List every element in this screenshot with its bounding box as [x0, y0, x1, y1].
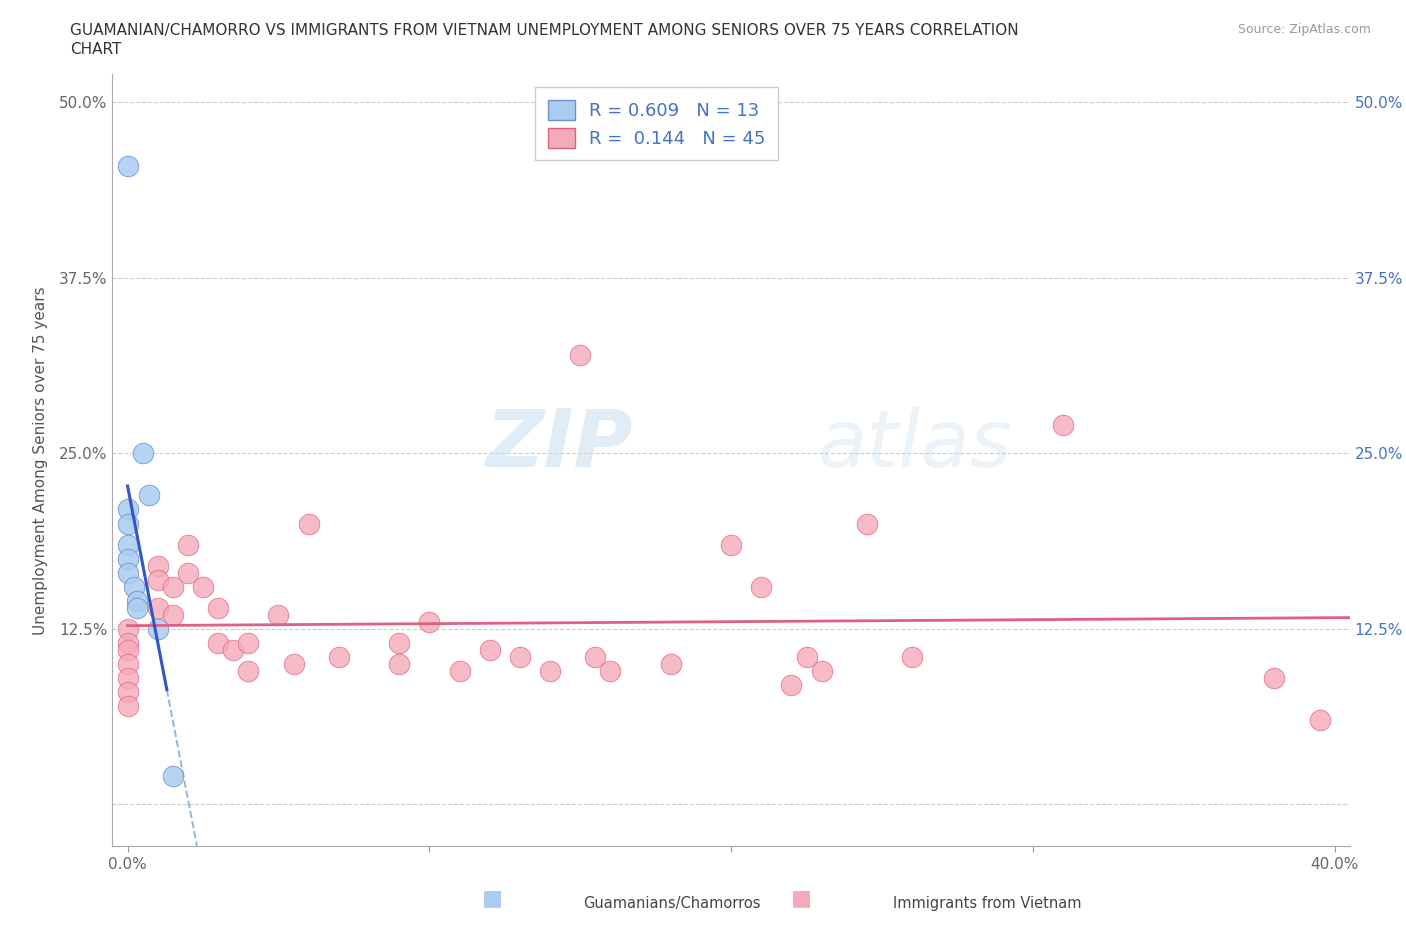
Point — [599, 663, 621, 678]
Point — [125, 600, 148, 615]
Point — [117, 551, 139, 566]
Point — [117, 698, 139, 713]
Point — [117, 657, 139, 671]
Point — [298, 516, 321, 531]
Point — [131, 445, 153, 460]
Point — [146, 621, 169, 636]
Point — [138, 488, 160, 503]
Point — [177, 538, 200, 552]
Point — [283, 657, 305, 671]
Point — [267, 607, 290, 622]
Point — [810, 663, 832, 678]
Point — [177, 565, 200, 580]
Point — [388, 657, 411, 671]
Point — [117, 516, 139, 531]
Legend: R = 0.609   N = 13, R =  0.144   N = 45: R = 0.609 N = 13, R = 0.144 N = 45 — [536, 87, 779, 161]
Point — [117, 671, 139, 685]
Point — [117, 538, 139, 552]
Point — [328, 649, 350, 664]
Point — [1052, 418, 1074, 432]
Point — [856, 516, 879, 531]
Point — [117, 635, 139, 650]
Text: atlas: atlas — [818, 405, 1012, 484]
Point — [162, 579, 184, 594]
Point — [538, 663, 561, 678]
Text: ZIP: ZIP — [485, 405, 633, 484]
Point — [583, 649, 606, 664]
Point — [222, 643, 245, 658]
Point — [117, 158, 139, 173]
Point — [449, 663, 471, 678]
Point — [569, 348, 592, 363]
Point — [901, 649, 924, 664]
Point — [1263, 671, 1285, 685]
Text: Source: ZipAtlas.com: Source: ZipAtlas.com — [1237, 23, 1371, 36]
Point — [117, 621, 139, 636]
Point — [1309, 712, 1331, 727]
Point — [162, 607, 184, 622]
Point — [509, 649, 531, 664]
Point — [238, 635, 260, 650]
Text: ■: ■ — [482, 888, 502, 908]
Point — [125, 593, 148, 608]
Point — [388, 635, 411, 650]
Point — [117, 565, 139, 580]
Point — [117, 502, 139, 517]
Text: ■: ■ — [792, 888, 811, 908]
Text: Guamanians/Chamorros: Guamanians/Chamorros — [583, 897, 761, 911]
Point — [207, 600, 229, 615]
Point — [122, 579, 145, 594]
Point — [780, 677, 803, 692]
Point — [749, 579, 772, 594]
Y-axis label: Unemployment Among Seniors over 75 years: Unemployment Among Seniors over 75 years — [32, 286, 48, 634]
Point — [478, 643, 501, 658]
Point — [146, 572, 169, 587]
Point — [162, 769, 184, 784]
Point — [117, 643, 139, 658]
Point — [238, 663, 260, 678]
Text: CHART: CHART — [70, 42, 122, 57]
Text: Immigrants from Vietnam: Immigrants from Vietnam — [893, 897, 1081, 911]
Point — [796, 649, 818, 664]
Point — [146, 600, 169, 615]
Point — [207, 635, 229, 650]
Text: GUAMANIAN/CHAMORRO VS IMMIGRANTS FROM VIETNAM UNEMPLOYMENT AMONG SENIORS OVER 75: GUAMANIAN/CHAMORRO VS IMMIGRANTS FROM VI… — [70, 23, 1019, 38]
Point — [720, 538, 742, 552]
Point — [146, 558, 169, 573]
Point — [659, 657, 682, 671]
Point — [191, 579, 214, 594]
Point — [418, 615, 440, 630]
Point — [117, 684, 139, 699]
